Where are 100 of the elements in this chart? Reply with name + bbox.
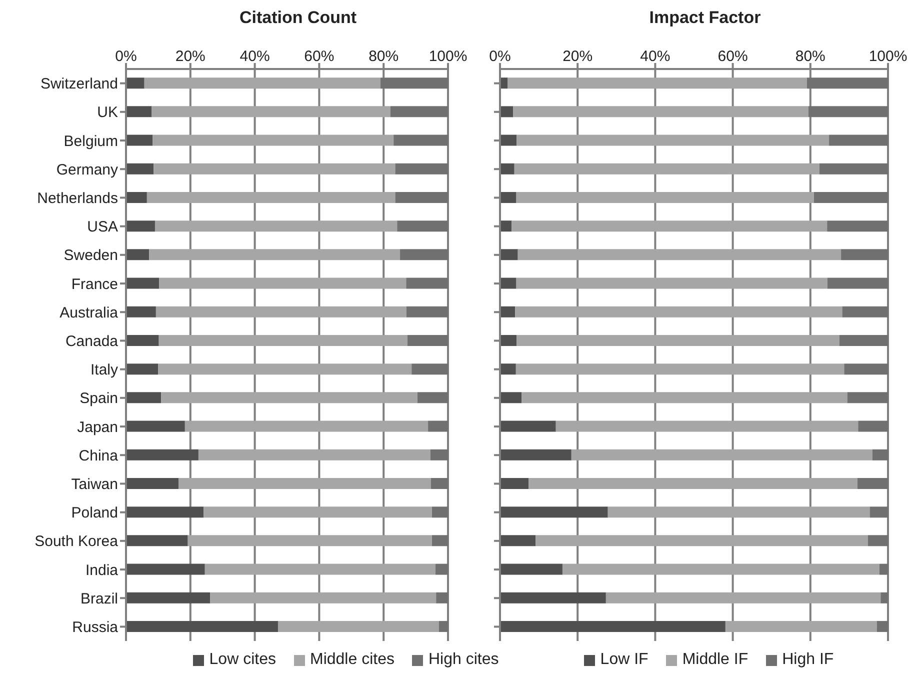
bar [500, 564, 562, 575]
bar [879, 564, 888, 575]
bar [198, 449, 430, 460]
bar [188, 535, 432, 546]
bar [395, 192, 448, 203]
bar [516, 334, 840, 346]
bar [841, 249, 888, 260]
bar [149, 249, 400, 260]
bar [126, 506, 204, 518]
chart-title: Impact Factor [648, 8, 762, 29]
bar [528, 478, 858, 489]
bar [126, 106, 152, 118]
bar [126, 334, 159, 346]
bar [725, 620, 877, 632]
bar [842, 306, 888, 318]
bar [500, 449, 572, 460]
bar [161, 392, 418, 404]
bar [827, 278, 888, 289]
bar [126, 564, 205, 575]
y-tick-label: Australia [60, 304, 119, 322]
bar [126, 278, 160, 289]
legend-label: Middle IF [681, 651, 748, 669]
bar [608, 506, 870, 518]
bar [516, 134, 830, 146]
x-tick-label: 20% [562, 48, 593, 65]
bar [536, 535, 868, 546]
bar [178, 478, 431, 489]
bar [500, 278, 516, 289]
bar [126, 78, 144, 89]
bar [516, 278, 828, 289]
bar [870, 506, 888, 518]
bar [500, 192, 516, 203]
y-tick-label: Italy [90, 362, 118, 379]
y-tick-label: Netherlands [37, 190, 118, 208]
x-tick-label: 40% [240, 48, 270, 65]
bar [844, 364, 888, 375]
bar [210, 592, 436, 604]
bar [829, 134, 888, 146]
y-tick-label: Taiwan [71, 476, 118, 494]
bar [500, 392, 522, 404]
x-tick-label: 60% [718, 48, 748, 65]
bar [412, 364, 448, 375]
bar [432, 535, 448, 546]
bar [806, 78, 888, 89]
bar [390, 106, 448, 118]
bar [514, 163, 820, 174]
y-tick-label: France [71, 276, 118, 293]
bar [500, 134, 517, 146]
legend-label: Middle cites [308, 651, 394, 669]
bar [808, 106, 888, 118]
bar [556, 420, 858, 432]
bar [154, 163, 396, 174]
legend-label: High IF [781, 651, 834, 669]
bar [126, 535, 188, 546]
bar [397, 220, 448, 232]
x-tick-label: 80% [368, 48, 399, 65]
bar [430, 478, 448, 489]
x-tick-label: 40% [640, 48, 670, 65]
x-tick-label: 80% [795, 48, 826, 65]
bar [126, 449, 198, 460]
x-tick-label: 20% [175, 48, 206, 65]
legend-label: High cites [427, 651, 499, 669]
bar [152, 106, 390, 118]
bar [395, 163, 448, 174]
bar [380, 78, 448, 89]
bar [571, 449, 872, 460]
bar [876, 620, 888, 632]
bar [500, 78, 508, 89]
bar [516, 192, 814, 203]
bar [428, 420, 448, 432]
bar [840, 334, 888, 346]
bar [204, 564, 436, 575]
y-tick-label: UK [97, 104, 118, 122]
bar [146, 192, 396, 203]
y-tick-label: USA [87, 218, 118, 236]
bar [827, 220, 888, 232]
bar [152, 134, 394, 146]
bar [144, 78, 380, 89]
bar [126, 192, 147, 203]
y-tick-label: South Korea [34, 533, 119, 550]
bar [562, 564, 880, 575]
bar [500, 106, 514, 118]
bar [880, 592, 888, 604]
x-tick-label: 0% [489, 48, 511, 65]
bar [436, 592, 448, 604]
bar [126, 306, 156, 318]
y-tick-label: Japan [77, 418, 118, 436]
bar [406, 278, 448, 289]
bar [508, 78, 807, 89]
bar [184, 420, 428, 432]
bar [500, 334, 517, 346]
bar [430, 449, 448, 460]
y-tick-label: Germany [56, 161, 118, 178]
chart-title: Citation Count [238, 8, 358, 29]
bar [606, 592, 881, 604]
bar [814, 192, 888, 203]
y-tick-label: Belgium [64, 132, 118, 150]
bar [512, 220, 828, 232]
bar [204, 506, 432, 518]
x-tick-label: 0% [115, 48, 137, 65]
